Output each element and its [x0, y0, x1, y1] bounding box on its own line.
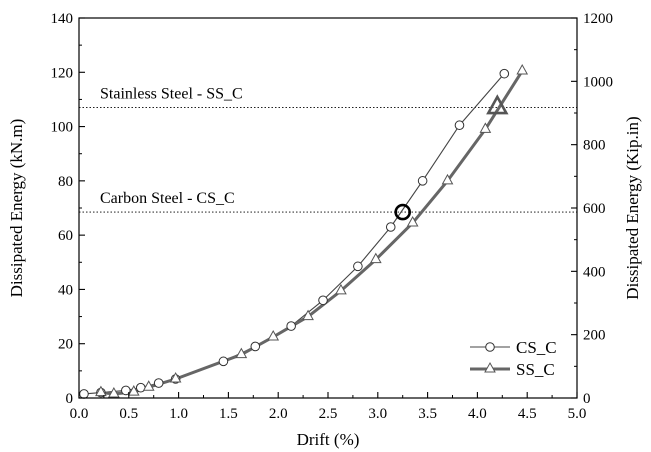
data-point-ss-c — [302, 309, 314, 321]
data-point-cs-c — [121, 385, 131, 396]
data-point-cs-c — [286, 321, 296, 331]
data-point-cs-c — [454, 120, 465, 131]
x-tick-label: 5.0 — [568, 406, 587, 422]
data-point-ss-c — [127, 385, 140, 396]
y-tick-label: 0 — [66, 391, 74, 407]
data-point-ss-c — [479, 122, 492, 133]
x-tick-label: 4.0 — [468, 406, 487, 422]
y2-tick-label: 0 — [583, 391, 591, 407]
reference-lines — [79, 107, 577, 213]
highlight-triangle — [486, 94, 509, 115]
data-point-ss-c — [169, 372, 182, 383]
legend-marker-triangle — [484, 362, 496, 373]
x-tick-label: 4.5 — [518, 406, 537, 422]
legend-item-ss-c: SS_C — [470, 360, 555, 379]
axis-tick-labels: 0.0 0.5 1.0 1.5 2.0 2.5 3.0 3.5 4.0 4.5 5.00204060… — [51, 11, 614, 422]
y-tick-label: 120 — [51, 65, 74, 81]
legend: CS_C SS_C — [470, 338, 557, 379]
y-tick-label: 60 — [58, 228, 73, 244]
data-point-cs-c — [153, 378, 164, 388]
y-tick-label: 140 — [51, 11, 74, 27]
reference-label-stainless: Stainless Steel - SS_C — [100, 86, 243, 103]
x-tick-label: 0.5 — [119, 406, 138, 422]
x-tick-label: 2.0 — [269, 406, 288, 422]
data-point-ss-c — [335, 283, 347, 295]
x-tick-label: 2.5 — [319, 406, 338, 422]
y-tick-label: 100 — [51, 120, 74, 136]
data-point-ss-c — [441, 173, 454, 185]
y2-tick-label: 600 — [583, 201, 606, 217]
data-point-cs-c — [250, 341, 261, 352]
data-point-cs-c — [385, 222, 396, 232]
y2-tick-label: 1200 — [583, 11, 613, 27]
series-line-cs-c — [83, 73, 505, 395]
data-point-ss-c — [267, 329, 280, 341]
data-point-ss-c — [406, 215, 419, 227]
highlight-circle — [394, 203, 412, 221]
series-markers — [79, 63, 529, 399]
reference-label-carbon: Carbon Steel - CS_C — [100, 190, 235, 207]
legend-item-cs-c: CS_C — [470, 338, 557, 357]
data-point-cs-c — [218, 356, 229, 367]
x-axis-title: Drift (%) — [297, 430, 360, 449]
data-point-ss-c — [235, 347, 248, 359]
data-point-cs-c — [318, 295, 328, 306]
y2-tick-label: 400 — [583, 264, 606, 280]
x-tick-label: 3.5 — [418, 406, 437, 422]
y-tick-label: 20 — [58, 337, 73, 353]
y2-tick-label: 200 — [583, 328, 606, 344]
series-lines — [83, 70, 524, 396]
series-line-ss-c — [100, 70, 524, 396]
y-axis-title-left: Dissipated Energy (kN.m) — [7, 119, 26, 298]
data-point-cs-c — [417, 176, 428, 186]
y-tick-label: 80 — [58, 174, 73, 190]
data-point-ss-c — [516, 63, 529, 75]
x-tick-label: 1.5 — [219, 406, 238, 422]
y2-tick-label: 800 — [583, 138, 606, 154]
highlight-markers — [394, 94, 509, 221]
axis-ticks — [78, 17, 578, 399]
x-tick-label: 1.0 — [169, 406, 188, 422]
legend-label-cs-c: CS_C — [516, 338, 557, 357]
data-point-ss-c — [369, 252, 382, 264]
data-point-cs-c — [353, 261, 363, 272]
y-tick-label: 40 — [58, 282, 73, 298]
data-point-ss-c — [142, 380, 155, 391]
legend-label-ss-c: SS_C — [516, 360, 555, 379]
data-point-ss-c — [95, 385, 107, 397]
x-tick-label: 0.0 — [70, 406, 89, 422]
data-point-ss-c — [108, 386, 120, 398]
y-axis-title-right: Dissipated Energy (Kip.in) — [623, 116, 642, 299]
y2-tick-label: 1000 — [583, 74, 613, 90]
legend-marker-circle — [485, 342, 495, 352]
x-tick-label: 3.0 — [368, 406, 387, 422]
data-point-cs-c — [79, 389, 89, 399]
data-point-cs-c — [499, 68, 510, 79]
